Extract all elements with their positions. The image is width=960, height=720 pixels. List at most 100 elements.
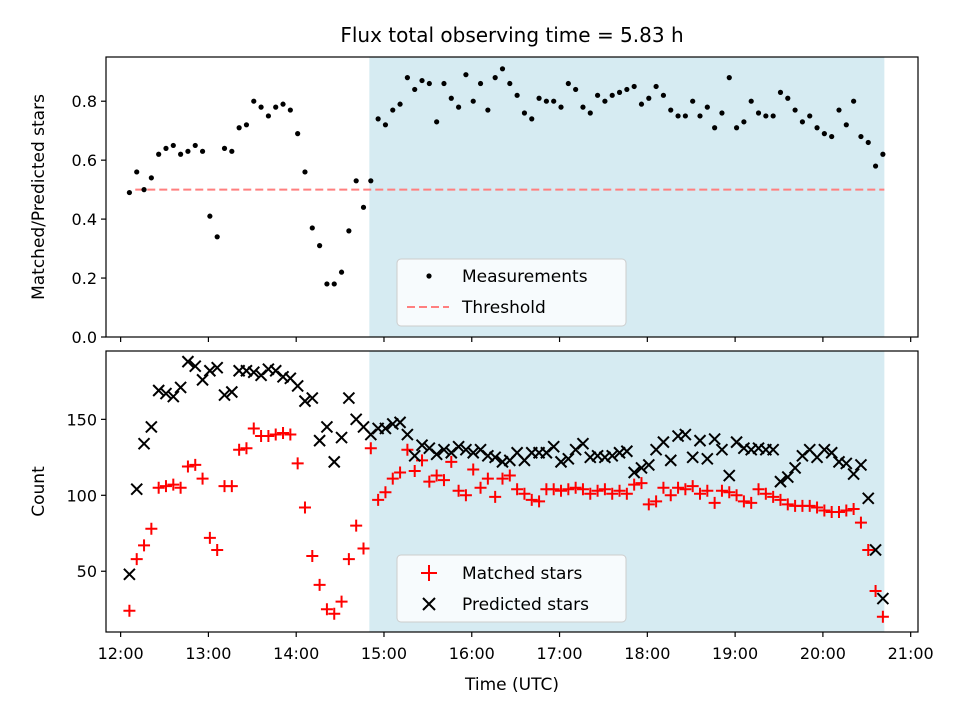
- matched-star-marker: [350, 519, 363, 532]
- predicted-star-marker: [869, 543, 882, 557]
- y-tick-label: 0.0: [72, 328, 97, 347]
- y-tick-label: 150: [66, 410, 97, 429]
- measurement-point: [346, 228, 352, 234]
- matched-star-marker: [189, 458, 202, 471]
- measurement-point: [170, 142, 176, 149]
- measurement-point: [477, 80, 484, 87]
- matched-star-marker: [306, 550, 319, 563]
- measurement-point: [199, 148, 206, 154]
- measurement-point: [192, 142, 198, 149]
- measurement-point: [470, 98, 476, 104]
- predicted-star-marker: [606, 449, 619, 463]
- matched-star-marker: [862, 543, 875, 556]
- matched-star-marker: [240, 442, 253, 455]
- measurement-point: [521, 110, 528, 116]
- matched-star-marker: [818, 504, 831, 517]
- matched-star-marker: [518, 487, 531, 500]
- measurement-point: [295, 131, 301, 137]
- matched-star-marker: [847, 502, 860, 515]
- predicted-star-marker: [342, 391, 356, 405]
- matched-star-marker: [555, 484, 568, 497]
- predicted-star-marker: [401, 428, 414, 441]
- matched-star-marker: [613, 484, 626, 497]
- measurement-point: [675, 113, 681, 119]
- matched-star-marker: [489, 490, 502, 503]
- measurement-point: [258, 104, 264, 110]
- measurement-point: [763, 113, 769, 119]
- predicted-star-marker: [240, 364, 253, 377]
- predicted-star-marker: [752, 442, 765, 455]
- measurement-point: [770, 113, 776, 119]
- predicted-star-marker: [379, 422, 392, 435]
- measurement-point: [755, 110, 762, 116]
- matched-star-marker: [159, 480, 172, 493]
- y-tick-label: 100: [66, 486, 97, 505]
- predicted-star-marker: [693, 434, 707, 447]
- measurement-point: [163, 145, 169, 151]
- measurement-point: [434, 119, 440, 125]
- measurement-point: [412, 86, 418, 93]
- measurement-point: [712, 125, 718, 131]
- predicted-star-marker: [679, 428, 692, 441]
- matched-star-marker: [298, 501, 311, 514]
- measurement-point: [287, 107, 293, 113]
- measurement-point: [551, 98, 557, 104]
- ratio-y-axis-label: Matched/Predicted stars: [29, 94, 49, 300]
- matched-star-marker: [284, 428, 297, 441]
- predicted-star-marker: [701, 452, 714, 466]
- predicted-star-marker: [167, 390, 180, 403]
- matched-star-marker: [335, 595, 348, 608]
- matched-star-marker: [138, 539, 151, 552]
- matched-star-marker: [394, 466, 407, 479]
- measurement-point: [229, 148, 235, 154]
- measurement-point: [514, 92, 520, 98]
- matched-star-marker: [767, 490, 780, 503]
- predicted-star-marker: [832, 455, 846, 469]
- measurement-point: [587, 110, 593, 116]
- matched-star-marker: [591, 484, 604, 497]
- measurement-point: [243, 122, 250, 128]
- measurement-point: [536, 95, 542, 101]
- measurement-point: [426, 80, 432, 87]
- measurement-point: [719, 110, 725, 116]
- matched-star-marker: [525, 493, 538, 506]
- legend-predicted-marker: [422, 597, 436, 611]
- predicted-star-marker: [210, 361, 224, 374]
- predicted-star-marker: [862, 492, 875, 505]
- predicted-star-marker: [335, 431, 348, 444]
- matched-star-marker: [130, 553, 143, 566]
- measurement-point: [653, 83, 659, 90]
- x-axis-label: Time (UTC): [464, 675, 559, 695]
- measurement-point: [821, 131, 827, 137]
- matched-star-marker: [430, 469, 443, 482]
- measurement-point: [368, 178, 374, 184]
- x-tick-label: 17:00: [536, 644, 582, 663]
- predicted-star-marker: [774, 475, 787, 488]
- measurement-point: [463, 72, 469, 78]
- predicted-star-marker: [847, 467, 860, 481]
- measurement-point: [382, 122, 389, 128]
- predicted-star-marker: [781, 470, 794, 484]
- matched-star-marker: [854, 516, 867, 529]
- legend-predicted-label: Predicted stars: [462, 595, 589, 615]
- predicted-star-marker: [642, 458, 656, 472]
- predicted-star-marker: [247, 366, 260, 379]
- predicted-star-marker: [152, 384, 165, 397]
- predicted-star-marker: [488, 451, 502, 464]
- measurement-point: [668, 107, 674, 113]
- matched-star-marker: [745, 496, 758, 509]
- predicted-star-marker: [613, 446, 626, 459]
- predicted-star-marker: [576, 437, 590, 450]
- measurement-point: [807, 113, 813, 119]
- predicted-star-marker: [737, 442, 751, 455]
- measurement-point: [360, 204, 367, 210]
- matched-star-marker: [737, 495, 750, 508]
- matched-star-marker: [547, 483, 560, 496]
- measurement-point: [814, 125, 820, 131]
- predicted-star-marker: [708, 432, 721, 446]
- count-y-ticks: 50 100 150: [66, 410, 106, 581]
- measurement-point: [799, 119, 806, 125]
- measurement-point: [309, 225, 315, 231]
- measurement-point: [843, 122, 849, 128]
